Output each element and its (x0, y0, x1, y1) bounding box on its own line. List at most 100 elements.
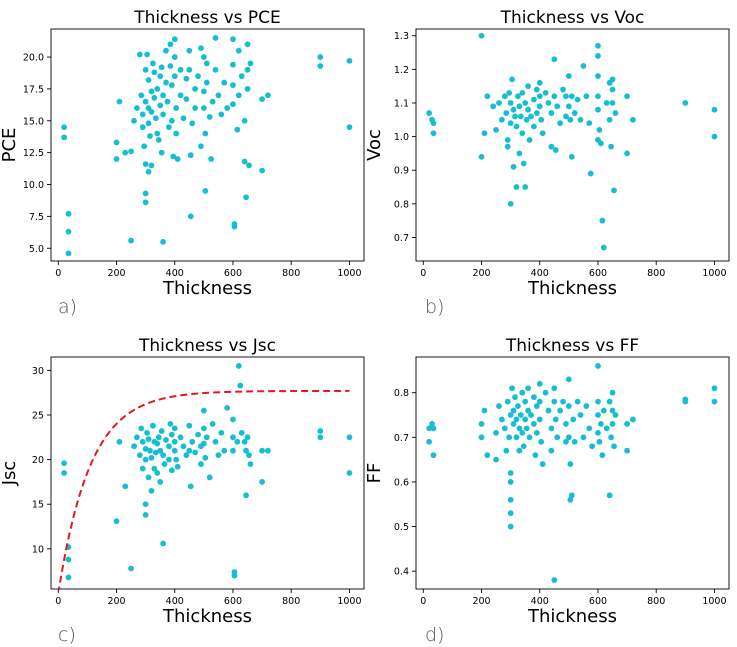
data-point (478, 153, 485, 160)
data-point (506, 89, 513, 96)
data-point (116, 98, 123, 105)
data-point (612, 412, 619, 418)
data-point (171, 36, 178, 43)
data-point (122, 149, 129, 156)
data-point (577, 412, 584, 418)
data-point (173, 456, 180, 463)
data-point (552, 147, 559, 153)
data-point (597, 140, 604, 147)
data-point (133, 434, 140, 441)
data-point (160, 111, 166, 118)
data-point (122, 483, 129, 490)
data-point (519, 130, 526, 137)
data-point (510, 163, 517, 170)
data-point (522, 416, 529, 423)
x-tick-label: 1000 (702, 268, 726, 279)
data-point (498, 116, 505, 123)
data-point (595, 429, 601, 436)
data-point (244, 66, 251, 73)
data-point (507, 470, 514, 476)
data-point (206, 474, 213, 481)
data-point (167, 41, 174, 48)
data-point (563, 113, 569, 120)
data-point (531, 394, 537, 401)
data-point (139, 124, 146, 131)
scatter-series (426, 363, 718, 583)
y-tick-label: 0.9 (394, 166, 409, 177)
data-point (148, 162, 155, 169)
data-point (166, 456, 172, 463)
data-point (177, 434, 184, 441)
data-point (560, 398, 566, 405)
data-point (568, 492, 575, 499)
data-point (426, 110, 433, 116)
data-point (198, 461, 204, 467)
data-point (548, 447, 555, 454)
data-point (609, 389, 616, 396)
data-point (522, 100, 529, 106)
chart-panel-1: 0 200 400 600 800 1000 5.0 7.5 10.0 12.5 15.0 17.5 2… (0, 8, 365, 318)
data-point (215, 92, 222, 99)
data-point (624, 447, 630, 454)
data-point (142, 501, 149, 508)
y-axis-label: Jsc (0, 461, 20, 487)
data-point (200, 425, 207, 432)
data-point (186, 47, 193, 54)
data-point (552, 416, 559, 423)
data-point (221, 447, 228, 454)
data-point (61, 470, 68, 476)
data-point (493, 429, 499, 436)
data-point (65, 574, 72, 581)
data-point (160, 452, 166, 459)
data-point (177, 92, 184, 99)
data-point (490, 103, 497, 110)
x-tick-label: 400 (166, 596, 184, 607)
y-axis-label: PCE (0, 128, 20, 163)
y-tick-label: 0.5 (394, 522, 409, 533)
data-point (526, 137, 533, 143)
data-point (186, 422, 193, 429)
x-tick-label: 0 (420, 268, 426, 279)
data-point (65, 556, 72, 563)
data-point (531, 123, 537, 130)
data-point (429, 421, 435, 427)
data-point (519, 89, 526, 96)
data-point (554, 103, 561, 110)
data-point (568, 153, 575, 160)
data-point (163, 47, 169, 54)
data-point (513, 416, 520, 423)
data-point (200, 440, 207, 447)
data-point (157, 102, 164, 109)
data-point (183, 75, 190, 82)
data-point (246, 162, 252, 169)
data-point (145, 77, 152, 83)
x-tick-label: 0 (55, 268, 61, 279)
data-point (152, 115, 159, 122)
data-point (563, 421, 569, 427)
data-point (259, 167, 265, 174)
data-point (611, 187, 617, 194)
data-point (513, 434, 520, 441)
x-tick-label: 600 (589, 268, 607, 279)
y-axis-label: Voc (364, 129, 385, 161)
axes-frame (50, 28, 365, 262)
data-point (317, 63, 324, 69)
x-axis-label: Thickness (162, 606, 252, 627)
data-point (158, 149, 165, 156)
data-point (595, 42, 601, 49)
data-point (158, 64, 165, 71)
data-point (507, 200, 514, 207)
data-point (539, 461, 546, 467)
data-point (609, 100, 616, 106)
data-point (533, 403, 540, 409)
data-point (317, 428, 324, 434)
data-point (528, 412, 534, 418)
data-point (234, 438, 241, 445)
y-tick-label: 0.4 (394, 567, 409, 578)
data-point (426, 438, 433, 445)
data-point (519, 429, 526, 436)
data-point (682, 100, 689, 106)
data-point (600, 407, 607, 414)
data-point (212, 438, 219, 445)
data-point (567, 496, 574, 503)
